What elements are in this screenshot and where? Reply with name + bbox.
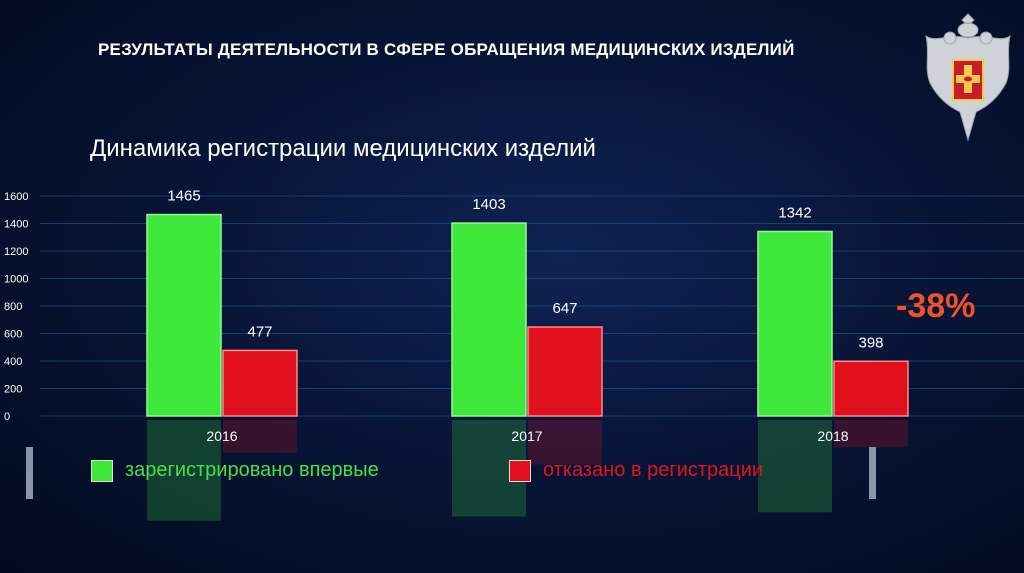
y-tick-label: 200	[4, 384, 22, 396]
legend-label-registered: зарегистрировано впервые	[125, 459, 379, 481]
bar-reflection	[834, 420, 908, 448]
x-tick-label: 2017	[511, 428, 542, 444]
y-tick-label: 600	[4, 329, 22, 341]
bar	[451, 222, 527, 417]
x-tick-label: 2018	[817, 428, 848, 444]
legend-item-refused: отказано в регистрации	[509, 459, 763, 482]
bar	[757, 230, 833, 417]
bar	[222, 349, 298, 417]
y-tick-label: 400	[4, 356, 22, 368]
data-label: 1342	[778, 204, 811, 221]
y-tick-label: 0	[4, 411, 10, 423]
legend-label-refused: отказано в регистрации	[543, 459, 764, 481]
chart-title: Динамика регистрации медицинских изделий	[90, 135, 596, 162]
data-label: 477	[247, 323, 272, 340]
bar-reflection	[528, 420, 602, 465]
data-label: 1465	[167, 188, 200, 205]
bar-reflection	[147, 420, 221, 521]
y-tick-label: 1600	[4, 191, 28, 203]
y-tick-label: 1400	[4, 219, 28, 231]
slide-title: РЕЗУЛЬТАТЫ ДЕЯТЕЛЬНОСТИ В СФЕРЕ ОБРАЩЕНИ…	[98, 40, 795, 59]
bar	[833, 360, 909, 417]
bar	[146, 213, 222, 417]
bar-reflection	[223, 420, 297, 453]
change-annotation: -38%	[896, 287, 976, 325]
data-label: 1403	[472, 196, 505, 213]
legend-item-registered: зарегистрировано впервые	[91, 459, 379, 482]
y-tick-label: 800	[4, 301, 22, 313]
y-tick-label: 1200	[4, 246, 28, 258]
legend-swatch-refused	[509, 459, 531, 482]
legend-swatch-registered	[91, 459, 113, 482]
double-headed-eagle-emblem-icon	[925, 13, 1011, 142]
bar-reflection	[758, 420, 832, 513]
data-label: 647	[552, 300, 577, 317]
legend: зарегистрировано впервые отказано в реги…	[26, 447, 876, 499]
bar	[527, 326, 603, 417]
data-label: 398	[858, 334, 883, 351]
x-tick-label: 2016	[206, 428, 237, 444]
y-tick-label: 1000	[4, 274, 28, 286]
